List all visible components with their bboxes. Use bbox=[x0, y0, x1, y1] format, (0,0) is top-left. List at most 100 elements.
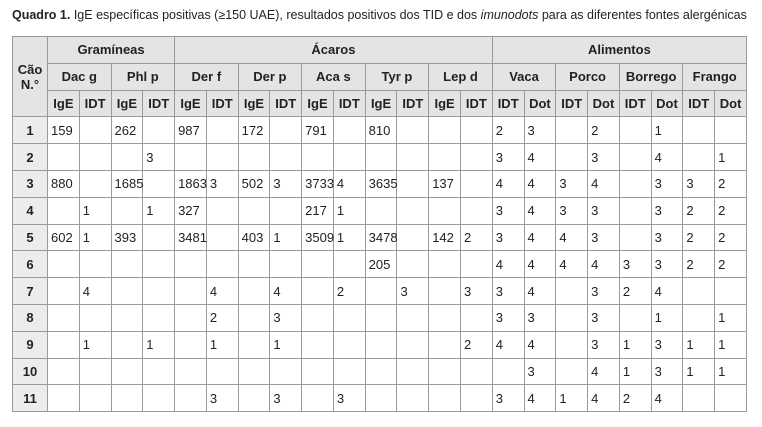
cell: 2 bbox=[618, 384, 652, 413]
cell bbox=[555, 357, 589, 386]
cell bbox=[205, 116, 239, 145]
cell: 2 bbox=[332, 277, 366, 305]
cell: 142 bbox=[428, 223, 461, 252]
cell: 880 bbox=[47, 169, 80, 198]
cell bbox=[714, 277, 747, 305]
cell bbox=[47, 143, 80, 171]
cell bbox=[396, 303, 430, 332]
cell bbox=[428, 196, 461, 225]
cell bbox=[237, 303, 271, 332]
test-header: IDT bbox=[205, 89, 239, 118]
cell bbox=[682, 277, 716, 305]
cell bbox=[78, 303, 112, 332]
cell: 3 bbox=[491, 196, 525, 225]
cell bbox=[205, 196, 239, 225]
data-row: 5 602 1 393 3481 403 1 3509 1 3478 142 2 3 4 4 3 3 2 2 bbox=[12, 223, 747, 252]
cell: 2 bbox=[205, 303, 239, 332]
cell: 205 bbox=[364, 250, 398, 279]
cell bbox=[491, 357, 525, 386]
cell: 1 bbox=[682, 330, 716, 359]
cell bbox=[682, 384, 716, 413]
cell: 1 bbox=[714, 357, 747, 386]
dog-number: 10 bbox=[12, 357, 48, 386]
cell: 4 bbox=[650, 384, 684, 413]
allergen-header: Lep d bbox=[428, 62, 493, 91]
data-row: 10 3 4 1 3 1 1 bbox=[12, 357, 747, 386]
cell bbox=[47, 250, 80, 279]
cell: 3 bbox=[555, 169, 589, 198]
dog-number: 4 bbox=[12, 196, 48, 225]
cell bbox=[205, 223, 239, 252]
cell bbox=[682, 116, 716, 145]
cell: 4 bbox=[491, 169, 525, 198]
caption-label: Quadro 1. bbox=[12, 8, 71, 22]
test-header: IgE bbox=[174, 89, 207, 118]
cell bbox=[47, 196, 80, 225]
cell bbox=[364, 384, 398, 413]
caption-text: para as diferentes fontes alergénicas bbox=[541, 8, 747, 22]
cell bbox=[618, 116, 652, 145]
cell: 4 bbox=[650, 143, 684, 171]
allergen-header: Aca s bbox=[301, 62, 366, 91]
test-header: IDT bbox=[78, 89, 112, 118]
test-header: IDT bbox=[459, 89, 493, 118]
cell: 4 bbox=[523, 384, 557, 413]
cell: 3 bbox=[205, 384, 239, 413]
cell bbox=[364, 196, 398, 225]
dog-number: 8 bbox=[12, 303, 48, 332]
cell bbox=[174, 250, 207, 279]
test-header: IgE bbox=[301, 89, 334, 118]
cell bbox=[459, 196, 493, 225]
cell: 137 bbox=[428, 169, 461, 198]
cell bbox=[396, 143, 430, 171]
cell bbox=[428, 250, 461, 279]
cell bbox=[396, 169, 430, 198]
cell bbox=[301, 303, 334, 332]
cell bbox=[682, 143, 716, 171]
cell bbox=[237, 357, 271, 386]
cell: 791 bbox=[301, 116, 334, 145]
cell: 987 bbox=[174, 116, 207, 145]
cell: 2 bbox=[714, 196, 747, 225]
cell: 3 bbox=[650, 196, 684, 225]
cell: 3 bbox=[650, 250, 684, 279]
cell bbox=[78, 169, 112, 198]
cell bbox=[269, 357, 303, 386]
group-header: Alimentos bbox=[491, 36, 748, 64]
cell bbox=[78, 250, 112, 279]
cell bbox=[205, 143, 239, 171]
cell bbox=[396, 357, 430, 386]
cell: 3478 bbox=[364, 223, 398, 252]
cell bbox=[47, 277, 80, 305]
cell bbox=[110, 196, 144, 225]
cell: 3 bbox=[587, 303, 620, 332]
header-row: IgE IDT IgE IDT IgE IDT IgE IDT IgE IDT IgE IDT IgE I… bbox=[13, 89, 747, 118]
cell bbox=[142, 277, 176, 305]
caption-italic: imunodots bbox=[480, 8, 539, 22]
dog-number: 11 bbox=[12, 384, 48, 413]
allergen-header: Borrego bbox=[618, 62, 684, 91]
cell bbox=[332, 143, 366, 171]
cell: 3 bbox=[269, 303, 303, 332]
cell: 4 bbox=[587, 250, 620, 279]
cell bbox=[396, 223, 430, 252]
cell bbox=[428, 303, 461, 332]
cell bbox=[396, 196, 430, 225]
cell: 1 bbox=[78, 223, 112, 252]
cell bbox=[364, 357, 398, 386]
cell bbox=[364, 330, 398, 359]
cell bbox=[396, 384, 430, 413]
test-header: IDT bbox=[682, 89, 716, 118]
test-header: IDT bbox=[269, 89, 303, 118]
cell: 3 bbox=[587, 143, 620, 171]
cell: 1 bbox=[714, 303, 747, 332]
cell: 4 bbox=[555, 223, 589, 252]
cell: 2 bbox=[682, 250, 716, 279]
cell bbox=[459, 169, 493, 198]
cell bbox=[47, 357, 80, 386]
test-header: IgE bbox=[110, 89, 144, 118]
cell: 1 bbox=[650, 303, 684, 332]
cell bbox=[78, 384, 112, 413]
cell bbox=[142, 303, 176, 332]
